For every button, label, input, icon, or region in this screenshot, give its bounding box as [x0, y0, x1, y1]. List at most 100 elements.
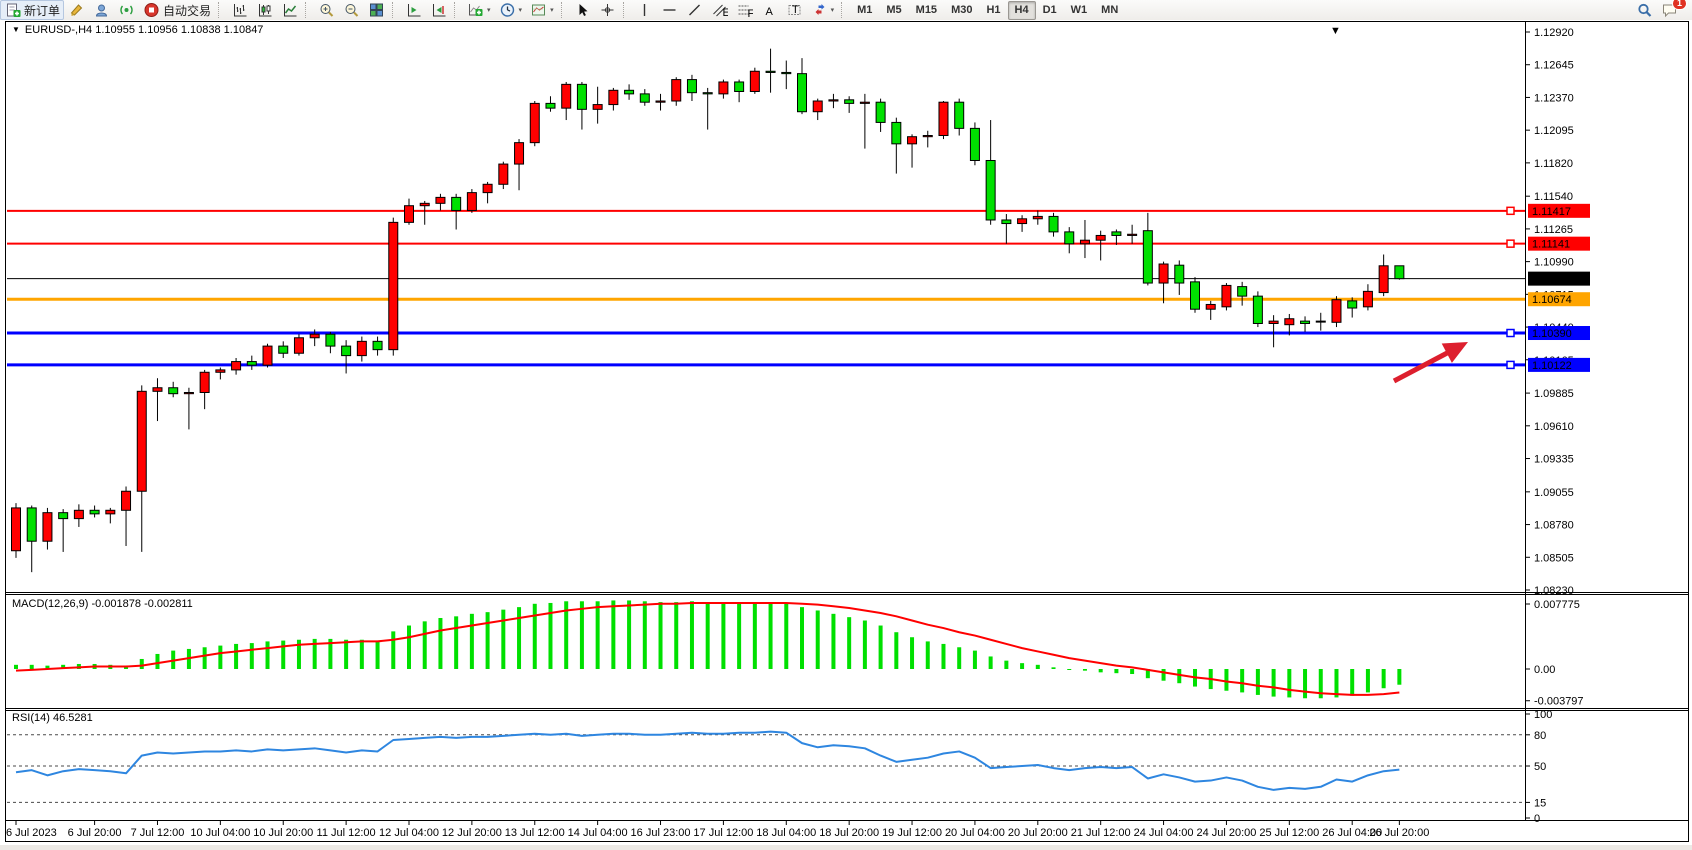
- timeframe-m1-button[interactable]: M1: [857, 3, 873, 16]
- zoom-out-icon: [345, 4, 359, 17]
- timeframe-d1-button[interactable]: D1: [1042, 3, 1057, 16]
- horizontal-line-icon: [663, 9, 676, 11]
- auto-scroll-button[interactable]: [401, 0, 426, 20]
- timeframe-h1-button[interactable]: H1: [986, 3, 1001, 16]
- candle-body: [1378, 265, 1389, 294]
- chart-shift-button[interactable]: [426, 0, 451, 20]
- time-tick-label: 26 Jul 20:00: [1369, 827, 1429, 839]
- candle-body: [844, 99, 855, 104]
- price-tick-label: 1.08230: [1534, 585, 1574, 597]
- dropdown-caret-icon: ▾: [830, 7, 835, 14]
- horizontal-level-lines: [7, 206, 1525, 370]
- cursor-button[interactable]: [570, 0, 595, 20]
- crosshair-button[interactable]: [595, 0, 620, 20]
- candle-body: [1300, 320, 1311, 324]
- timeframe-h4-button[interactable]: H4: [1007, 0, 1036, 20]
- zoom-out-button[interactable]: [339, 0, 364, 20]
- macd-histogram-bar: [501, 609, 506, 669]
- candle-body: [922, 135, 933, 138]
- candle-body: [765, 70, 776, 73]
- candle-body: [514, 142, 525, 165]
- trend-arrow-annotation[interactable]: [1392, 342, 1468, 384]
- notifications-button[interactable]: 1: [1657, 0, 1687, 20]
- indicators-add-button[interactable]: ▾: [463, 0, 495, 20]
- trendline-icon: [688, 4, 700, 16]
- equidistant-channel-button[interactable]: E: [707, 0, 732, 20]
- candle-body: [702, 92, 713, 95]
- candle-body: [26, 507, 37, 542]
- candles-chart-button[interactable]: [252, 0, 277, 20]
- line-chart-button[interactable]: [277, 0, 302, 20]
- time-axis[interactable]: 6 Jul 2023 6 Jul 20:00 7 Jul 12:00 10 Jul 0…: [6, 820, 1429, 840]
- periods-clock-button[interactable]: ▾: [495, 0, 527, 20]
- candle-body: [875, 101, 886, 123]
- text-label-icon: T: [788, 4, 801, 16]
- text-label-button[interactable]: T: [782, 0, 807, 20]
- timeframe-m15-button[interactable]: M15: [915, 3, 938, 16]
- level-line-handle[interactable]: [1506, 206, 1515, 216]
- periods-clock-icon: [500, 3, 514, 17]
- time-tick-label: 6 Jul 20:00: [68, 827, 122, 839]
- macd-histogram-bar: [847, 617, 852, 669]
- candle-body: [199, 371, 210, 393]
- timeframe-m30-button[interactable]: M30: [951, 3, 973, 16]
- macd-histogram-bar: [1020, 663, 1025, 669]
- macd-tick-label: 0.00: [1534, 664, 1555, 676]
- chart-canvas[interactable]: ▼ 1.12920 1.12645 1.12370 1.12095 1.11820 1.11…: [0, 20, 1692, 845]
- search-button[interactable]: [1632, 0, 1657, 20]
- macd-histogram-bar: [1130, 669, 1135, 675]
- level-line-handle[interactable]: [1506, 360, 1515, 370]
- candle-body: [576, 83, 587, 110]
- macd-histogram-bar: [485, 612, 490, 669]
- level-line-handle[interactable]: [1506, 328, 1515, 338]
- candle-body: [1001, 219, 1012, 225]
- macd-histogram-bar: [564, 601, 569, 669]
- crosshair-icon: [601, 4, 614, 16]
- tile-windows-button[interactable]: [364, 0, 389, 20]
- macd-histogram-bar: [579, 601, 584, 669]
- market-signal-button[interactable]: [114, 0, 139, 20]
- time-tick-label: 10 Jul 20:00: [253, 827, 313, 839]
- macd-histogram-bar: [328, 638, 333, 669]
- styler-button[interactable]: [64, 0, 89, 20]
- equidistant-channel-icon: E: [712, 4, 728, 18]
- candle-body: [1048, 215, 1059, 233]
- candle-body: [1205, 303, 1216, 310]
- macd-histogram-bar: [768, 602, 773, 669]
- zoom-in-button[interactable]: [314, 0, 339, 20]
- candle-body: [215, 369, 226, 373]
- time-tick-label: 20 Jul 20:00: [1008, 827, 1068, 839]
- macd-histogram-bar: [454, 616, 459, 669]
- macd-histogram-bar: [752, 602, 757, 669]
- macd-histogram-bar: [375, 640, 380, 669]
- candle-body: [1221, 284, 1232, 308]
- fibonacci-button[interactable]: F: [732, 0, 757, 20]
- trendline-button[interactable]: [682, 0, 707, 20]
- timeframe-w1-button[interactable]: W1: [1070, 3, 1088, 16]
- text-button[interactable]: A: [757, 0, 782, 20]
- new-order-button[interactable]: 新订单: [0, 0, 65, 20]
- time-tick-label: 20 Jul 04:00: [945, 827, 1005, 839]
- macd-histogram-bar: [1035, 664, 1040, 669]
- horizontal-line-button[interactable]: [657, 0, 682, 20]
- chevron-down-icon[interactable]: ▼: [12, 25, 20, 34]
- macd-histogram-bar: [972, 650, 977, 669]
- autotrading-button[interactable]: 自动交易: [139, 0, 215, 20]
- templates-button[interactable]: ▾: [526, 0, 558, 20]
- profiles-button[interactable]: [89, 0, 114, 20]
- bars-chart-button[interactable]: [227, 0, 252, 20]
- timeframe-m5-button[interactable]: M5: [886, 3, 902, 16]
- svg-text:A: A: [765, 6, 773, 18]
- level-line-handle[interactable]: [1506, 239, 1515, 248]
- price-tick-label: 1.08505: [1534, 552, 1574, 564]
- auto-scroll-icon: [408, 4, 421, 17]
- arrows-icon: [815, 4, 825, 15]
- price-badge-label: 1.10674: [1532, 294, 1572, 306]
- candle-body: [907, 136, 918, 145]
- time-tick-label: 13 Jul 12:00: [505, 827, 565, 839]
- chart-title-bar[interactable]: ▼ EURUSD-,H4 1.10955 1.10956 1.10838 1.10…: [12, 24, 263, 36]
- chart-menu-triangle-icon[interactable]: ▼: [1330, 25, 1341, 37]
- arrows-button[interactable]: ▾: [807, 0, 839, 20]
- timeframe-mn-button[interactable]: MN: [1101, 3, 1119, 16]
- vertical-line-button[interactable]: [632, 0, 657, 20]
